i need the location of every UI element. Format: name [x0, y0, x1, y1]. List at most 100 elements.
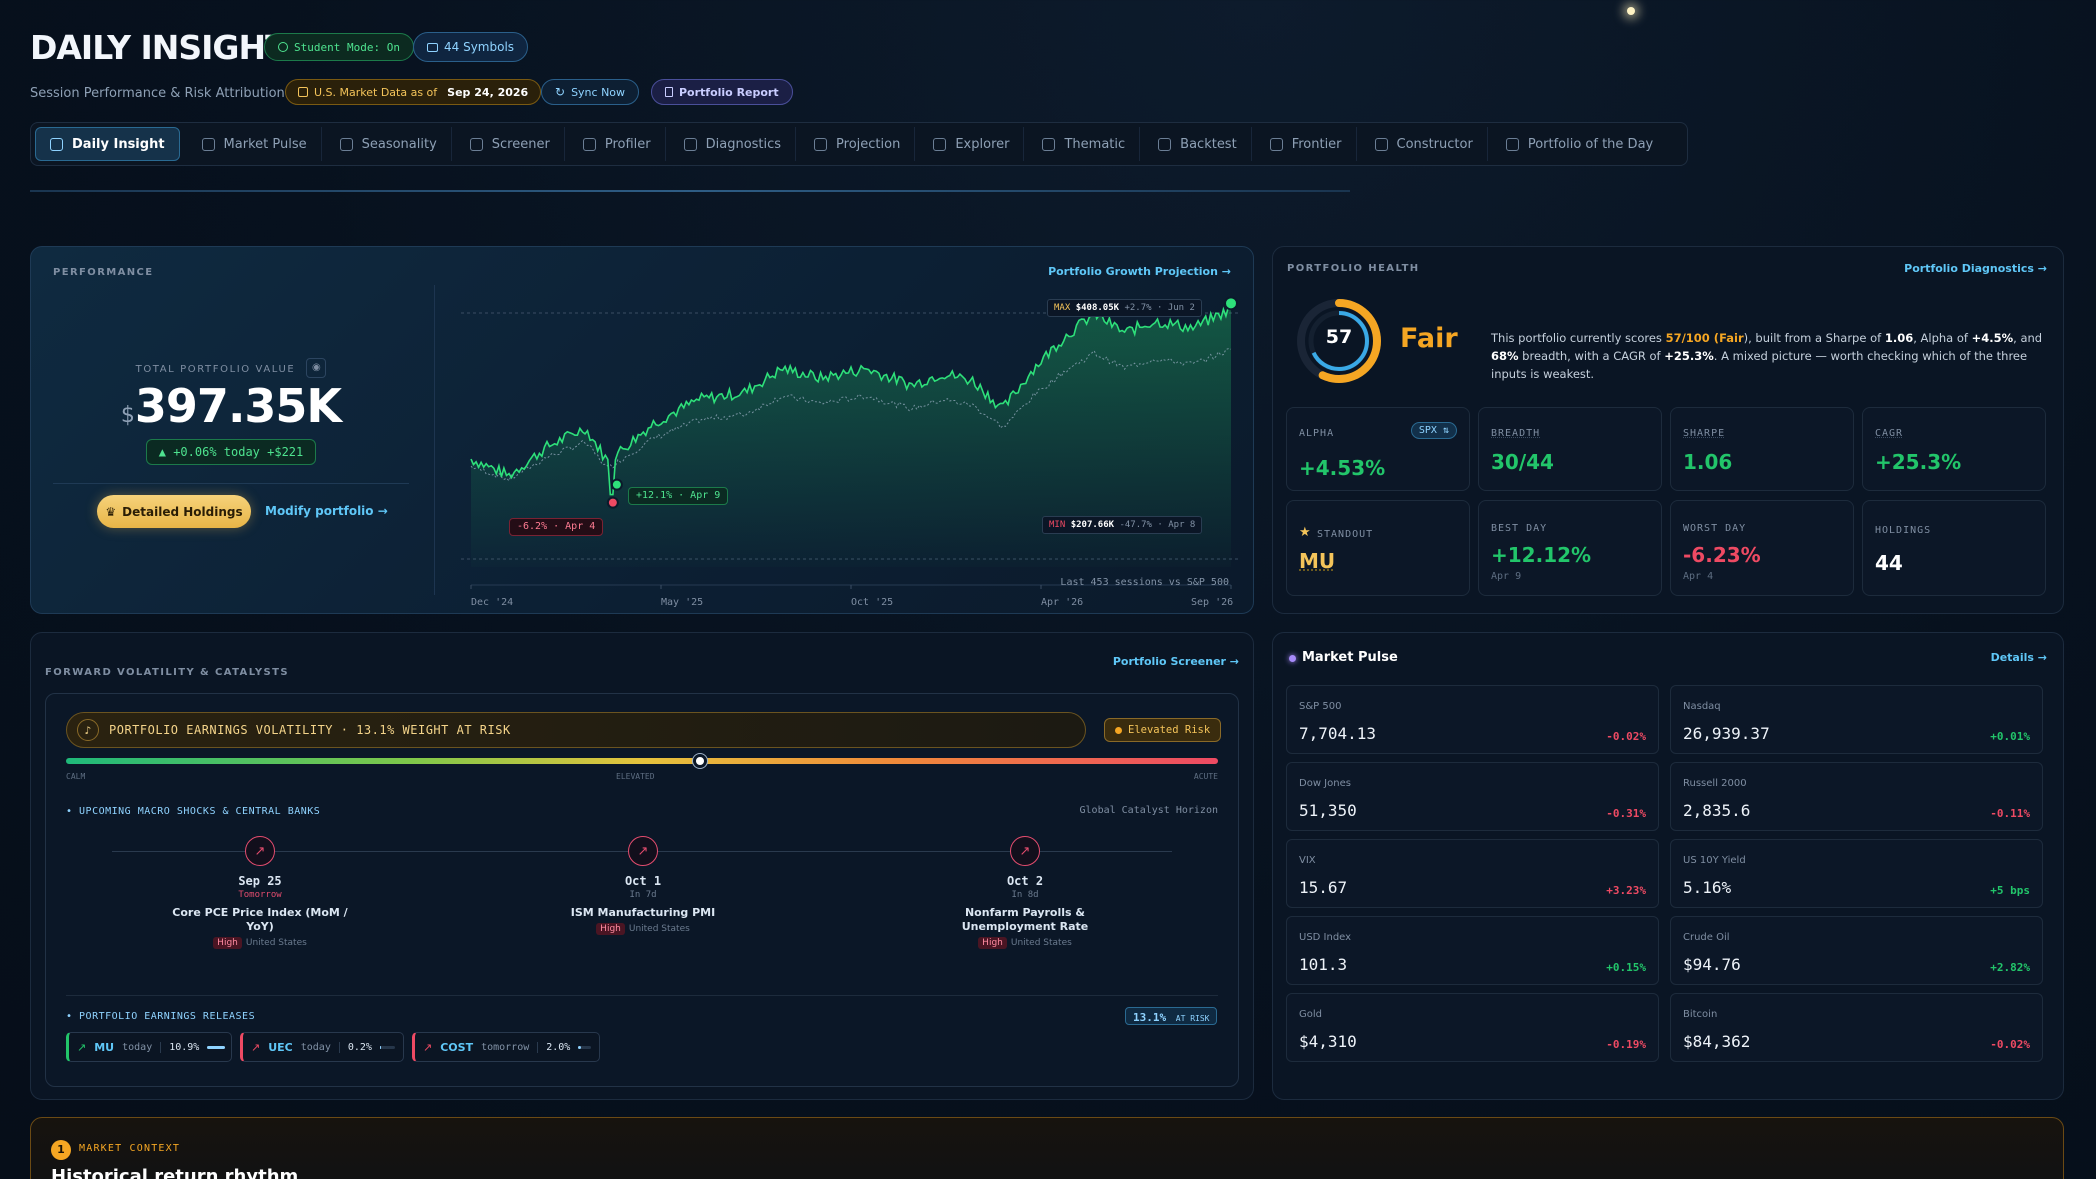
today-change-badge: ▲ +0.06% today +$221	[145, 439, 317, 465]
page-title: DAILY INSIGHT	[30, 28, 288, 67]
tab-daily-insight[interactable]: Daily Insight	[35, 127, 180, 161]
sync-now-button[interactable]: ↻ Sync Now	[541, 79, 640, 105]
portfolio-screener-link[interactable]: Portfolio Screener →	[1112, 655, 1239, 668]
weight-bar	[207, 1045, 226, 1049]
database-icon	[427, 42, 438, 52]
tab-frontier[interactable]: Frontier	[1256, 127, 1357, 161]
page-subtitle: Session Performance & Risk Attribution	[30, 86, 285, 101]
market-pulse-details-link[interactable]: Details →	[1990, 651, 2047, 664]
main-tabs: Daily Insight Market Pulse Seasonality Scre…	[30, 122, 1688, 166]
cagr-tile[interactable]: CAGR +25.3%	[1862, 407, 2046, 491]
tab-constructor[interactable]: Constructor	[1361, 127, 1488, 161]
market-tile[interactable]: USD Index 101.3 +0.15%	[1286, 916, 1659, 985]
calendar-icon	[339, 137, 353, 151]
scale-acute: ACUTE	[1193, 772, 1218, 781]
tab-screener[interactable]: Screener	[456, 127, 565, 161]
market-pulse-card: Market Pulse Details → S&P 500 7,704.13 -0…	[1272, 632, 2064, 1100]
macro-event[interactable]: ↗ Oct 2 In 8d Nonfarm Payrolls & Unemplo…	[925, 836, 1125, 949]
bar-icon	[582, 137, 596, 151]
volatility-inner-panel: ♪ PORTFOLIO EARNINGS VOLATILITY · 13.1% …	[45, 693, 1239, 1087]
best-day-tile[interactable]: BEST DAY +12.12% Apr 9	[1478, 500, 1662, 596]
portfolio-health-card: PORTFOLIO HEALTH Portfolio Diagnostics →…	[1272, 246, 2064, 614]
currency-symbol: $	[120, 403, 135, 428]
trend-icon: ↗	[251, 1040, 261, 1054]
line-icon	[1269, 137, 1283, 151]
worst-day-tile[interactable]: WORST DAY -6.23% Apr 4	[1670, 500, 1854, 596]
star-decoration	[1627, 7, 1635, 15]
crown-icon: ♛	[105, 504, 117, 519]
market-tile[interactable]: Gold $4,310 -0.19%	[1286, 993, 1659, 1062]
holdings-tile[interactable]: HOLDINGS 44	[1862, 500, 2046, 596]
market-tile[interactable]: Crude Oil $94.76 +2.82%	[1670, 916, 2043, 985]
market-tile[interactable]: US 10Y Yield 5.16% +5 bps	[1670, 839, 2043, 908]
breadth-tile[interactable]: BREADTH 30/44	[1478, 407, 1662, 491]
market-data-badge: U.S. Market Data as of Sep 24, 2026	[285, 79, 542, 105]
market-tile[interactable]: Bitcoin $84,362 -0.02%	[1670, 993, 2043, 1062]
tab-profiler[interactable]: Profiler	[569, 127, 666, 161]
star-icon: ★	[1299, 525, 1311, 540]
market-tile[interactable]: S&P 500 7,704.13 -0.02%	[1286, 685, 1659, 754]
x-tick-label: May '25	[661, 597, 703, 607]
globe-icon	[201, 137, 215, 151]
earnings-release[interactable]: ↗ MU today 10.9%	[66, 1032, 232, 1062]
chart-line-icon: ↗	[1010, 836, 1040, 866]
x-tick-label: Dec '24	[471, 597, 513, 607]
performance-chart: Dec '24 May '25 Oct '25 Apr '26 Sep '26	[461, 296, 1241, 607]
growth-projection-link[interactable]: Portfolio Growth Projection →	[1048, 265, 1231, 278]
portfolio-report-button[interactable]: Portfolio Report	[651, 79, 793, 105]
x-tick-label: Sep '26	[1191, 597, 1233, 607]
earnings-release[interactable]: ↗ COST tomorrow 2.0%	[412, 1032, 600, 1062]
tag-icon	[469, 137, 483, 151]
tab-market-pulse[interactable]: Market Pulse	[188, 127, 322, 161]
volatility-gauge	[66, 758, 1218, 764]
market-tile[interactable]: Nasdaq 26,939.37 +0.01%	[1670, 685, 2043, 754]
macro-event[interactable]: ↗ Oct 1 In 7d ISM Manufacturing PMI High…	[543, 836, 743, 935]
bar-icon	[1158, 137, 1172, 151]
tab-portfolio-of-the-day[interactable]: Portfolio of the Day	[1492, 127, 1667, 161]
chart-line-icon: ↗	[628, 836, 658, 866]
tab-seasonality[interactable]: Seasonality	[326, 127, 452, 161]
breadth-arc	[1309, 311, 1369, 371]
health-rating: Fair	[1400, 323, 1458, 354]
x-tick-label: Oct '25	[851, 597, 893, 607]
benchmark-line	[470, 348, 1232, 482]
sharpe-tile[interactable]: SHARPE 1.06	[1670, 407, 1854, 491]
student-mode-badge[interactable]: Student Mode: On	[264, 33, 414, 61]
tab-backtest[interactable]: Backtest	[1144, 127, 1252, 161]
volatility-label: FORWARD VOLATILITY & CATALYSTS	[45, 667, 289, 678]
portfolio-diagnostics-link[interactable]: Portfolio Diagnostics →	[1904, 262, 2047, 275]
min-annotation: MIN $207.66K -47.7% · Apr 8	[1042, 516, 1203, 534]
tab-diagnostics[interactable]: Diagnostics	[670, 127, 797, 161]
macro-event[interactable]: ↗ Sep 25 Tomorrow Core PCE Price Index (…	[160, 836, 360, 949]
score-arc	[1297, 299, 1381, 383]
market-tile[interactable]: Russell 2000 2,835.6 -0.11%	[1670, 762, 2043, 831]
performance-label: PERFORMANCE	[53, 267, 154, 278]
context-number: 1	[51, 1140, 71, 1160]
chart-icon	[50, 137, 63, 151]
x-tick-label: Apr '26	[1041, 597, 1083, 607]
market-tile[interactable]: VIX 15.67 +3.23%	[1286, 839, 1659, 908]
earnings-release[interactable]: ↗ UEC today 0.2%	[240, 1032, 404, 1062]
symbols-badge[interactable]: 44 Symbols	[413, 32, 529, 62]
eye-icon[interactable]: ◉	[306, 357, 327, 378]
tab-projection[interactable]: Projection	[800, 127, 916, 161]
calendar-icon	[1505, 137, 1519, 151]
trend-icon: ↗	[423, 1040, 433, 1054]
gauge-handle[interactable]	[692, 754, 707, 768]
performance-card: PERFORMANCE Portfolio Growth Projection …	[30, 246, 1254, 614]
min-marker	[606, 496, 619, 509]
alpha-tile[interactable]: ALPHA SPX ⇅ +4.53%	[1286, 407, 1470, 491]
tab-thematic[interactable]: Thematic	[1028, 127, 1141, 161]
market-tile[interactable]: Dow Jones 51,350 -0.31%	[1286, 762, 1659, 831]
search-icon	[683, 137, 697, 151]
risk-dot-icon	[1115, 726, 1122, 734]
tab-explorer[interactable]: Explorer	[919, 127, 1025, 161]
calendar-icon	[298, 87, 308, 97]
folder-icon	[933, 137, 947, 151]
standout-tile[interactable]: ★ STANDOUT MU	[1286, 500, 1470, 596]
detailed-holdings-button[interactable]: ♛ Detailed Holdings	[97, 495, 251, 528]
max-annotation: MAX $408.05K +2.7% · Jun 2	[1047, 299, 1202, 317]
spx-toggle[interactable]: SPX ⇅	[1410, 422, 1457, 439]
weight-bar	[379, 1045, 395, 1049]
modify-portfolio-link[interactable]: Modify portfolio →	[265, 504, 388, 518]
